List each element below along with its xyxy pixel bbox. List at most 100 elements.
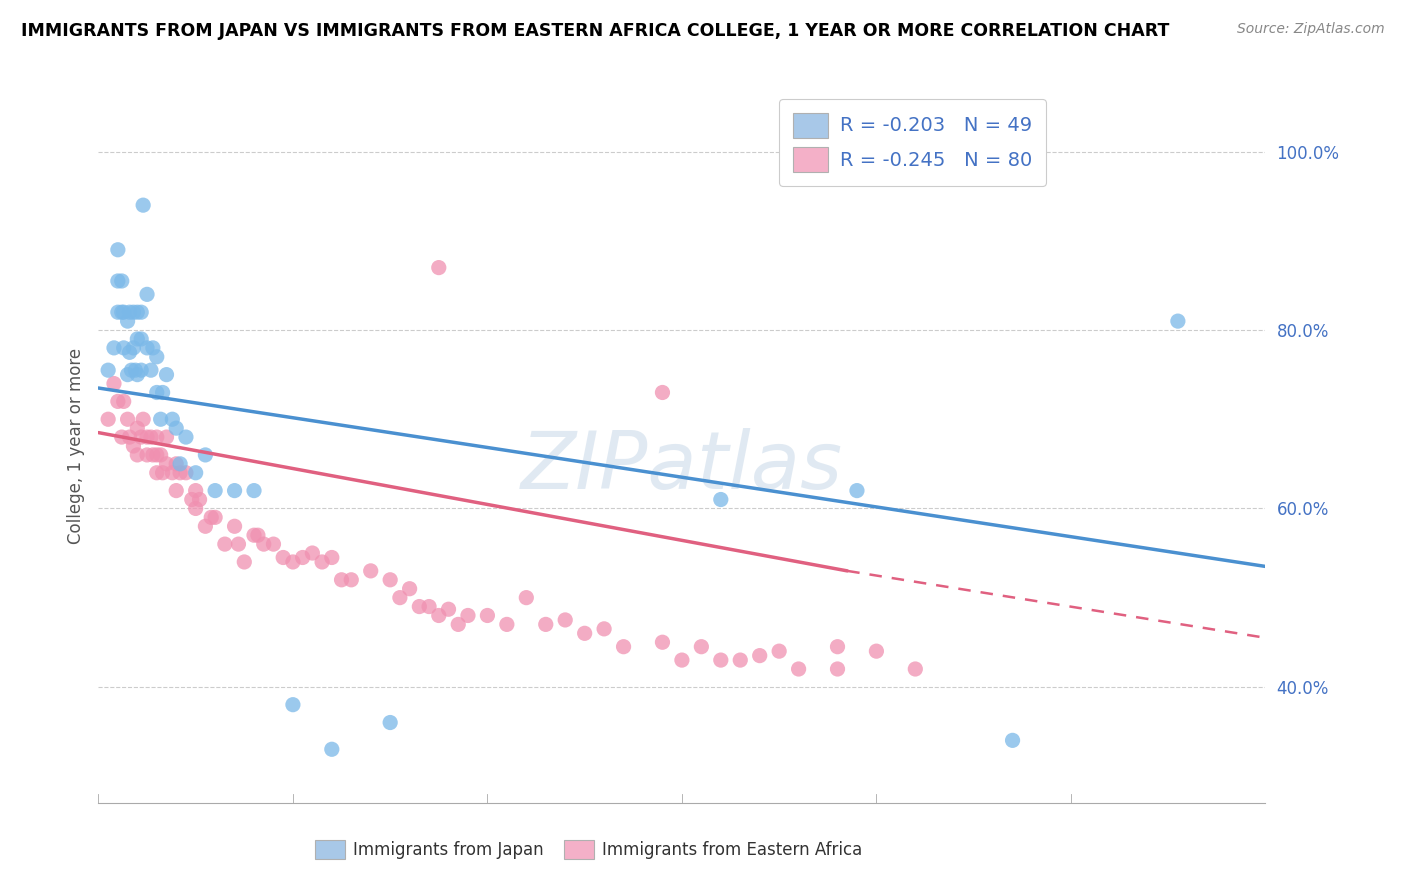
Point xyxy=(129,430,152,444)
Point xyxy=(281,555,304,569)
Point xyxy=(613,640,636,654)
Point xyxy=(132,412,155,426)
Point xyxy=(554,613,576,627)
Point xyxy=(330,573,353,587)
Point xyxy=(180,492,202,507)
Point xyxy=(340,573,363,587)
Point xyxy=(651,385,673,400)
Point xyxy=(122,305,145,319)
Point xyxy=(271,550,294,565)
Point xyxy=(124,363,146,377)
Point xyxy=(398,582,420,596)
Point xyxy=(118,345,141,359)
Point xyxy=(291,550,314,565)
Point xyxy=(149,412,172,426)
Point xyxy=(127,421,149,435)
Point xyxy=(149,448,172,462)
Text: IMMIGRANTS FROM JAPAN VS IMMIGRANTS FROM EASTERN AFRICA COLLEGE, 1 YEAR OR MORE : IMMIGRANTS FROM JAPAN VS IMMIGRANTS FROM… xyxy=(21,22,1170,40)
Point xyxy=(253,537,276,551)
Point xyxy=(112,305,135,319)
Text: Source: ZipAtlas.com: Source: ZipAtlas.com xyxy=(1237,22,1385,37)
Point xyxy=(103,341,125,355)
Point xyxy=(129,363,152,377)
Point xyxy=(184,466,207,480)
Point xyxy=(139,363,162,377)
Point xyxy=(136,341,159,355)
Point xyxy=(301,546,323,560)
Point xyxy=(107,394,129,409)
Point xyxy=(457,608,479,623)
Point xyxy=(162,466,184,480)
Point xyxy=(184,501,207,516)
Point xyxy=(169,466,191,480)
Point xyxy=(117,314,139,328)
Point xyxy=(846,483,869,498)
Point xyxy=(174,466,197,480)
Point xyxy=(865,644,887,658)
Point xyxy=(152,466,174,480)
Point xyxy=(146,385,169,400)
Point xyxy=(574,626,596,640)
Point xyxy=(748,648,770,663)
Point xyxy=(122,439,145,453)
Point xyxy=(165,421,187,435)
Point xyxy=(127,305,149,319)
Point xyxy=(243,483,266,498)
Point xyxy=(408,599,430,614)
Point xyxy=(184,483,207,498)
Point xyxy=(233,555,256,569)
Point xyxy=(380,573,402,587)
Point xyxy=(321,550,343,565)
Point xyxy=(117,368,139,382)
Point xyxy=(165,457,187,471)
Point xyxy=(107,274,129,288)
Point xyxy=(127,448,149,462)
Point xyxy=(169,457,191,471)
Point xyxy=(730,653,752,667)
Point xyxy=(139,430,162,444)
Point xyxy=(112,394,135,409)
Point xyxy=(827,640,849,654)
Point xyxy=(142,448,165,462)
Point xyxy=(129,332,152,346)
Point xyxy=(246,528,269,542)
Point xyxy=(710,653,733,667)
Point xyxy=(107,305,129,319)
Point xyxy=(194,448,217,462)
Point xyxy=(262,537,284,551)
Point xyxy=(117,412,139,426)
Point xyxy=(146,448,169,462)
Point xyxy=(111,274,134,288)
Point xyxy=(146,350,169,364)
Point xyxy=(427,608,450,623)
Point xyxy=(146,430,169,444)
Point xyxy=(97,363,120,377)
Point xyxy=(155,430,177,444)
Point xyxy=(136,430,159,444)
Point xyxy=(127,332,149,346)
Point xyxy=(111,430,134,444)
Point xyxy=(204,483,226,498)
Point xyxy=(477,608,499,623)
Legend: Immigrants from Japan, Immigrants from Eastern Africa: Immigrants from Japan, Immigrants from E… xyxy=(308,833,869,866)
Point xyxy=(593,622,616,636)
Point xyxy=(447,617,470,632)
Point xyxy=(388,591,411,605)
Y-axis label: College, 1 year or more: College, 1 year or more xyxy=(66,348,84,544)
Point xyxy=(281,698,304,712)
Point xyxy=(136,448,159,462)
Point xyxy=(360,564,382,578)
Point xyxy=(904,662,927,676)
Point xyxy=(165,483,187,498)
Point xyxy=(228,537,250,551)
Point xyxy=(243,528,266,542)
Point xyxy=(204,510,226,524)
Point xyxy=(174,430,197,444)
Point xyxy=(1001,733,1024,747)
Point xyxy=(671,653,693,667)
Point xyxy=(214,537,236,551)
Point xyxy=(111,305,134,319)
Point xyxy=(129,305,152,319)
Point xyxy=(122,341,145,355)
Point xyxy=(112,341,135,355)
